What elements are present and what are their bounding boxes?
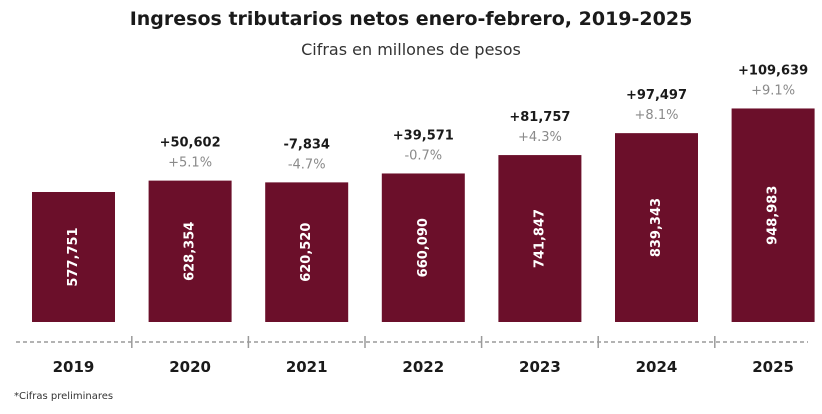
bar-2023: [498, 155, 582, 322]
x-tick-label-2024: 2024: [636, 358, 678, 376]
x-tick-label-2025: 2025: [752, 358, 794, 376]
x-tick-label-2022: 2022: [402, 358, 444, 376]
change-abs-label-2021: -7,834: [283, 137, 330, 152]
bar-value-label-2025: 948,983: [766, 186, 781, 245]
change-abs-label-2025: +109,639: [738, 63, 808, 78]
footnote: *Cifras preliminares: [14, 391, 114, 402]
bar-2022: [381, 173, 465, 322]
change-pct-label-2023: +4.3%: [518, 130, 562, 145]
change-pct-label-2025: +9.1%: [751, 83, 795, 98]
bar-2019: [32, 192, 115, 322]
chart-subtitle: Cifras en millones de pesos: [301, 40, 521, 59]
change-pct-label-2022: -0.7%: [404, 148, 442, 163]
change-pct-label-2020: +5.1%: [168, 156, 212, 171]
chart-title: Ingresos tributarios netos enero-febrero…: [129, 8, 693, 30]
bar-value-label-2024: 839,343: [649, 198, 664, 257]
bar-value-label-2019: 577,751: [66, 227, 81, 286]
bar-value-label-2020: 628,354: [183, 222, 198, 281]
bar-2024: [615, 133, 698, 322]
bar-value-label-2021: 620,520: [299, 223, 314, 282]
bar-2025: [731, 108, 815, 322]
bar-value-label-2022: 660,090: [416, 218, 431, 277]
change-pct-label-2021: -4.7%: [288, 157, 326, 172]
x-tick-label-2020: 2020: [169, 358, 211, 376]
x-tick-label-2021: 2021: [286, 358, 328, 376]
change-abs-label-2022: +39,571: [393, 128, 454, 143]
change-abs-label-2020: +50,602: [160, 136, 221, 151]
change-abs-label-2023: +81,757: [509, 110, 570, 125]
x-tick-label-2019: 2019: [53, 358, 95, 376]
bar-2020: [148, 180, 232, 322]
bar-2021: [265, 182, 349, 322]
change-pct-label-2024: +8.1%: [635, 108, 679, 123]
x-tick-label-2023: 2023: [519, 358, 561, 376]
change-abs-label-2024: +97,497: [626, 88, 687, 103]
bar-value-label-2023: 741,847: [532, 209, 547, 268]
